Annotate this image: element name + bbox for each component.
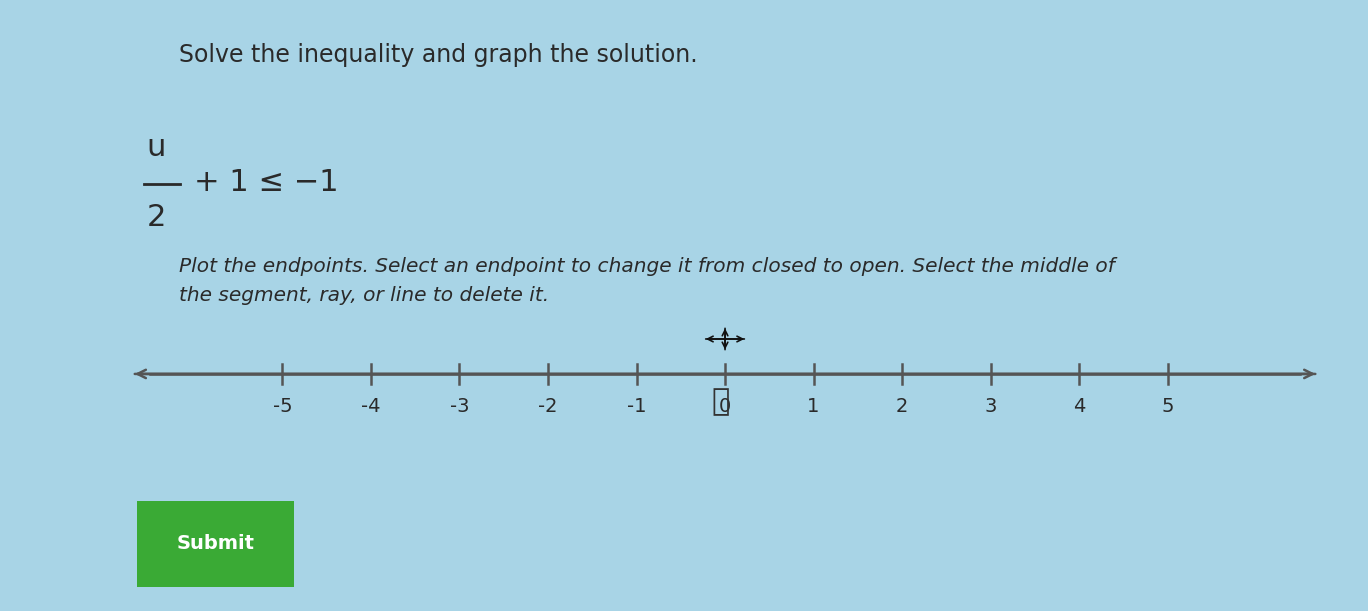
Text: -4: -4 [361,397,380,415]
Text: 4: 4 [1073,397,1085,415]
Text: Solve the inequality and graph the solution.: Solve the inequality and graph the solut… [179,43,698,67]
Text: 👋: 👋 [711,387,729,416]
Text: u: u [146,133,166,162]
Text: -1: -1 [627,397,646,415]
Text: Submit: Submit [176,534,254,554]
Text: -5: -5 [272,397,293,415]
Text: 2: 2 [896,397,908,415]
Text: -3: -3 [450,397,469,415]
Text: 5: 5 [1161,397,1174,415]
FancyBboxPatch shape [124,494,306,593]
Text: 0: 0 [720,397,731,415]
Text: -2: -2 [538,397,558,415]
Text: 3: 3 [985,397,997,415]
Text: 1: 1 [807,397,819,415]
Text: + 1 ≤ −1: + 1 ≤ −1 [194,168,339,197]
Text: 2: 2 [146,203,166,232]
Text: Plot the endpoints. Select an endpoint to change it from closed to open. Select : Plot the endpoints. Select an endpoint t… [179,257,1115,305]
